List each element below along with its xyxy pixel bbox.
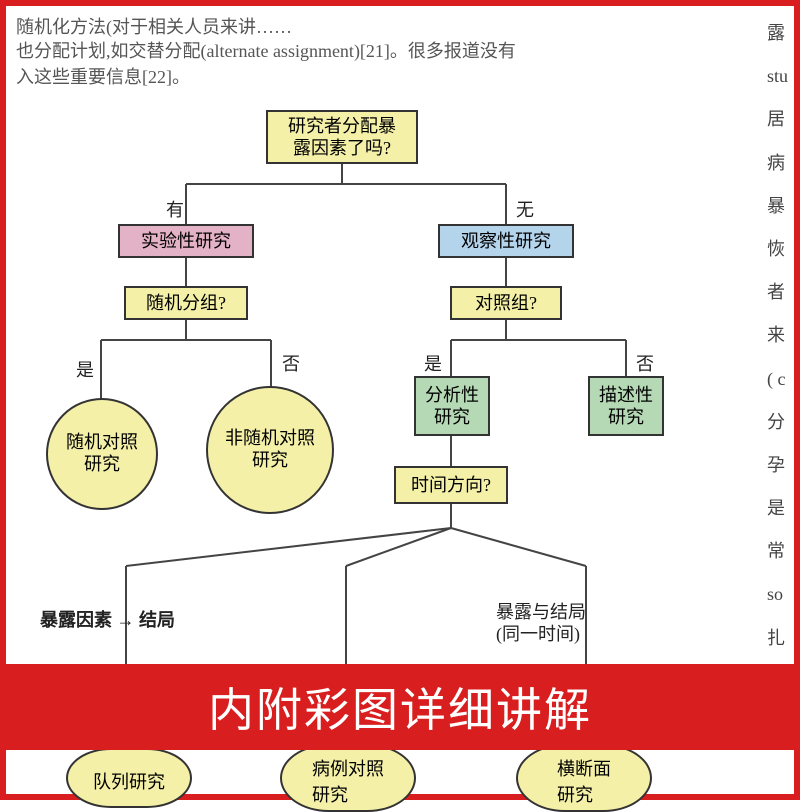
side-0: 露	[767, 12, 788, 55]
node-case-control: 病例对照研究	[280, 744, 416, 812]
node-root: 研究者分配暴露因素了吗?	[266, 110, 418, 164]
label-same-time-2: (同一时间)	[496, 620, 580, 646]
side-13: 是	[767, 487, 788, 530]
side-1: stu	[767, 55, 788, 98]
side-3: 病	[767, 142, 788, 185]
node-experimental: 实验性研究	[118, 224, 254, 258]
label-exposure-outcome: 暴露因素 → 结局	[40, 606, 175, 632]
side-16: 扎	[767, 617, 788, 660]
node-analytic: 分析性研究	[414, 376, 490, 436]
node-descriptive: 描述性研究	[588, 376, 664, 436]
label-no: 无	[516, 196, 534, 222]
node-observational: 观察性研究	[438, 224, 574, 258]
page: 随机化方法(对于相关人员来讲…… 也分配计划,如交替分配(alternate a…	[6, 6, 794, 794]
label-yes: 有	[166, 196, 184, 222]
node-rct: 随机对照研究	[46, 398, 158, 510]
node-nrct: 非随机对照研究	[206, 386, 334, 514]
side-2: 居	[767, 98, 788, 141]
side-9: ( c	[767, 358, 788, 401]
label-shi-1: 是	[76, 356, 94, 382]
side-15: so	[767, 573, 788, 616]
side-10: 分	[767, 401, 788, 444]
node-control-q: 对照组?	[450, 286, 562, 320]
side-text: 露 stu 居 病 暴 恢 者 来 ( c 分 孕 是 常 so 扎	[767, 12, 788, 660]
node-cross-section: 横断面研究	[516, 744, 652, 812]
banner: 内附彩图详细讲解	[6, 664, 794, 750]
side-4: 暴	[767, 185, 788, 228]
side-11: 孕	[767, 444, 788, 487]
label-fou-2: 否	[636, 350, 654, 376]
label-fou-1: 否	[282, 350, 300, 376]
side-6: 者	[767, 271, 788, 314]
label-shi-2: 是	[424, 350, 442, 376]
node-time-q: 时间方向?	[394, 466, 508, 504]
side-14: 常	[767, 530, 788, 573]
node-randomized-q: 随机分组?	[124, 286, 248, 320]
side-5: 恢	[767, 228, 788, 271]
side-8: 来	[767, 314, 788, 357]
node-cohort: 队列研究	[66, 748, 192, 808]
bg-line-3: 入这些重要信息[22]。	[16, 62, 190, 93]
